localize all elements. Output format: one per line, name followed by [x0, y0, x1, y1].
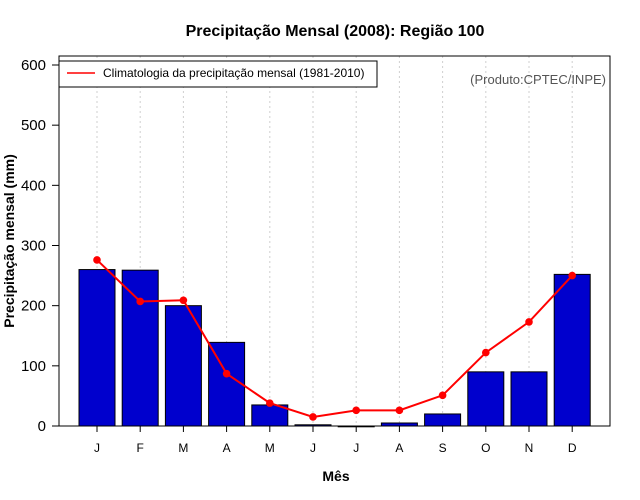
chart-title: Precipitação Mensal (2008): Região 100 — [186, 23, 485, 40]
y-tick-label: 500 — [21, 117, 46, 134]
bar-s-8 — [424, 413, 462, 427]
x-tick-label: A — [395, 441, 403, 455]
x-tick-label: S — [439, 441, 447, 455]
climatology-point-6 — [352, 406, 361, 415]
legend-box — [58, 60, 378, 88]
source-credit: (Produto:CPTEC/INPE) — [470, 72, 606, 87]
x-tick-label: N — [525, 441, 534, 455]
x-tick-label: J — [94, 441, 100, 455]
y-tick-label: 400 — [21, 177, 46, 194]
climatology-point-4 — [266, 399, 274, 407]
climatology-point-3 — [222, 369, 231, 378]
grid-lines — [96, 56, 573, 426]
x-tick-label: A — [223, 441, 231, 455]
climatology-point-1 — [136, 297, 144, 306]
x-tick-label: M — [178, 441, 188, 455]
y-axis-label: Precipitação mensal (mm) — [1, 154, 17, 328]
y-tick-label: 0 — [38, 418, 46, 435]
x-tick-label: M — [265, 441, 275, 455]
climatology-point-11 — [568, 271, 576, 280]
bar-m-2 — [164, 305, 202, 427]
y-tick-label: 100 — [21, 358, 46, 375]
climatology-point-9 — [482, 348, 490, 357]
legend-label: Climatologia da precipitação mensal (198… — [103, 66, 364, 80]
x-tick-label: O — [481, 441, 490, 455]
climatology-point-8 — [438, 391, 447, 400]
y-tick-label: 300 — [21, 238, 46, 255]
climatology-point-7 — [395, 406, 404, 415]
y-tick-label: 600 — [21, 57, 46, 74]
x-tick-label: J — [353, 441, 359, 455]
bar-j-0 — [78, 269, 116, 427]
x-tick-label: F — [137, 441, 144, 455]
climatology-point-0 — [93, 256, 101, 264]
legend: Climatologia da precipitação mensal (198… — [58, 60, 378, 88]
climatology-point-10 — [525, 318, 533, 326]
bar-o-9 — [467, 371, 505, 427]
bar-d-11 — [553, 273, 591, 427]
x-tick-label: J — [310, 441, 316, 455]
x-tick-label: D — [568, 441, 577, 455]
bar-a-3 — [208, 341, 246, 427]
x-axis-label: Mês — [322, 468, 349, 484]
climatology-point-2 — [179, 296, 188, 305]
climatology-series — [93, 256, 576, 421]
plot-frame — [58, 55, 611, 427]
bar-n-10 — [510, 371, 548, 427]
climatology-line — [96, 259, 573, 418]
bar-f-1 — [121, 269, 159, 427]
climatology-point-5 — [309, 413, 317, 421]
bar-series — [78, 269, 591, 428]
y-tick-label: 200 — [21, 298, 46, 315]
y-axis: 0 100 200 300 400 500 600 — [21, 57, 59, 435]
